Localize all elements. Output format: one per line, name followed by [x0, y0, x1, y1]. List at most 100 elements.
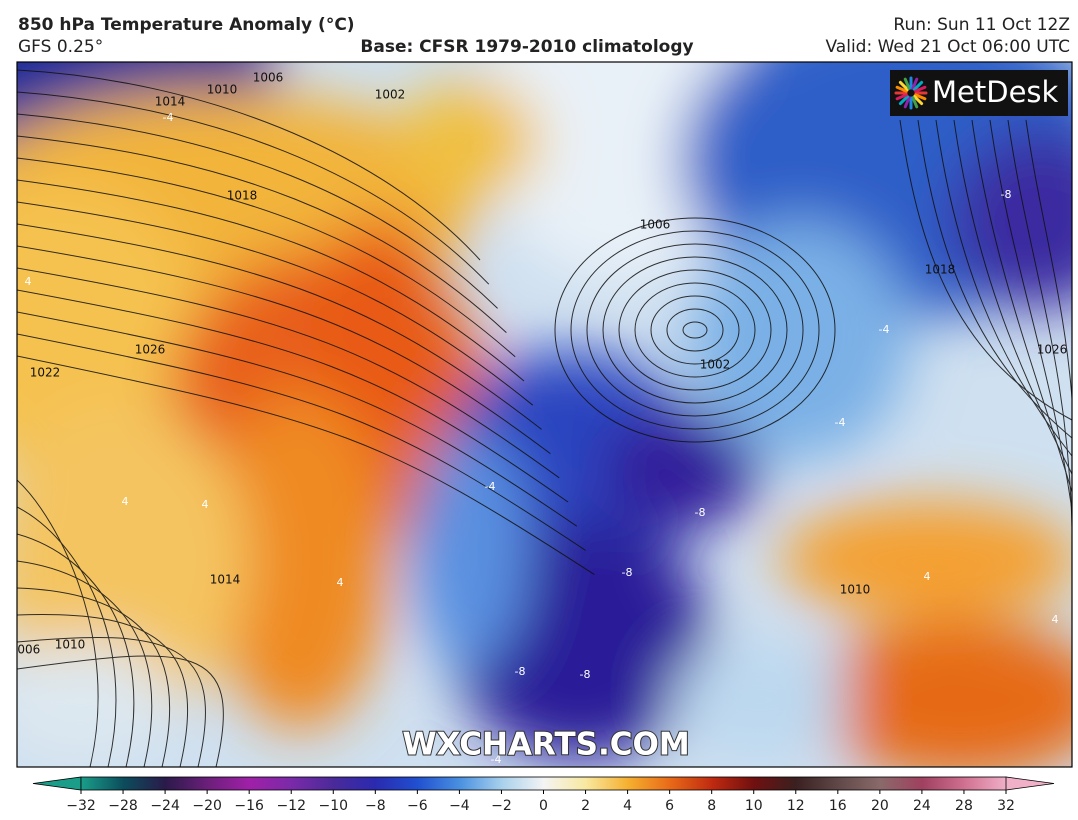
anomaly-label: 4: [337, 576, 344, 589]
logo-icon: [894, 76, 928, 110]
colorbar-segment: [375, 777, 418, 790]
isobars: [17, 69, 1072, 767]
isobar: [17, 655, 224, 767]
colorbar-tick-label: 2: [581, 798, 590, 814]
colorbar-segment: [669, 777, 713, 790]
anomaly-label: -8: [515, 665, 526, 678]
colorbar-tick-label: −2: [491, 798, 512, 814]
anomaly-label: -4: [491, 753, 502, 766]
anomaly-label: 4: [25, 275, 32, 288]
colorbar-segment: [81, 777, 124, 790]
run: Run: Sun 11 Oct 12Z: [893, 15, 1070, 35]
anomaly-blob: [400, 80, 540, 200]
map-labels: 1006 1010 1014 1002 1018 1026 1022 1014 1010 1006…: [17, 71, 1068, 767]
model: GFS 0.25°: [18, 37, 103, 57]
anomaly-label: -4: [879, 323, 890, 336]
colorbar-tick-label: −12: [276, 798, 306, 814]
colorbar-tick-label: 0: [539, 798, 548, 814]
isobar: [971, 119, 1072, 493]
isobar: [17, 614, 189, 767]
colorbar-segment: [249, 777, 292, 790]
colorbar-segment: [207, 777, 250, 790]
anomaly-label: 4: [924, 570, 931, 583]
logo-ray: [895, 93, 908, 101]
colorbar-tick-label: 20: [871, 798, 889, 814]
logo-ray: [903, 96, 911, 109]
isobar: [953, 119, 1072, 475]
isobar-label: 1002: [700, 358, 731, 372]
anomaly-blob: [780, 500, 1072, 620]
isobar: [17, 636, 206, 767]
anomaly-label: -4: [835, 416, 846, 429]
isobar: [586, 243, 804, 417]
colorbar-segment: [543, 777, 587, 790]
anomaly-blob: [690, 220, 910, 460]
anomaly-blob: [950, 130, 1072, 310]
isobar-label: 1010: [207, 83, 238, 97]
colorbar-segment: [165, 777, 208, 790]
colorbar-tick-label: 28: [955, 798, 973, 814]
isobar: [682, 321, 708, 339]
isobar-label: 1002: [375, 88, 406, 102]
logo-ray: [913, 80, 924, 91]
anomaly-field: [17, 62, 1072, 767]
isobar-label: 1022: [30, 366, 61, 380]
isobar: [17, 69, 481, 261]
colorbar-segment: [501, 777, 544, 790]
anomaly-label: -8: [1001, 188, 1012, 201]
title: 850 hPa Temperature Anomaly (°C): [18, 15, 355, 35]
colorbar-tick-label: −8: [365, 798, 386, 814]
anomaly-label: -4: [163, 111, 174, 124]
isobar-label: 1018: [227, 189, 258, 203]
colorbar-segment: [963, 777, 1007, 790]
isobar: [17, 223, 542, 430]
isobar: [650, 295, 740, 365]
isobar: [17, 135, 507, 333]
colorbar-end-high: [1005, 776, 1055, 791]
isobar: [17, 157, 516, 358]
logo-ray: [914, 85, 927, 93]
map: 1006 1010 1014 1002 1018 1026 1022 1014 1010 1006…: [17, 62, 1072, 767]
isobar: [17, 355, 595, 576]
isobar: [17, 245, 551, 455]
colorbar-tick-label: 12: [787, 798, 805, 814]
watermark: WXCHARTS.COM: [402, 727, 689, 763]
colorbar-segment: [123, 777, 166, 790]
isobar: [17, 311, 578, 527]
anomaly-blob: [810, 620, 1072, 767]
colorbar-tick-label: −4: [449, 798, 470, 814]
isobar: [17, 533, 135, 767]
isobar: [17, 289, 569, 503]
isobar: [1025, 119, 1072, 546]
colorbar-end-low: [32, 776, 82, 791]
base: Base: CFSR 1979-2010 climatology: [360, 37, 693, 57]
isobar: [570, 230, 820, 430]
colorbar-tick-label: −16: [234, 798, 264, 814]
isobar: [17, 267, 560, 479]
isobar: [899, 119, 1072, 421]
colorbar-segment: [753, 777, 797, 790]
colorbar-tick-label: −6: [407, 798, 428, 814]
isobar-label: 1010: [55, 638, 86, 652]
logo: MetDesk: [890, 70, 1068, 116]
anomaly-label: 4: [122, 495, 129, 508]
colorbar-segment: [711, 777, 755, 790]
logo-ray: [911, 96, 919, 109]
isobar: [666, 308, 724, 352]
colorbar-segment: [921, 777, 965, 790]
isobar: [554, 217, 836, 443]
colorbar-segment: [585, 777, 629, 790]
anomaly-label: -8: [580, 668, 591, 681]
isobar-label: 1014: [155, 95, 186, 109]
logo-ray: [914, 93, 927, 101]
colorbar-tick-label: 6: [665, 798, 674, 814]
colorbar-segment: [837, 777, 881, 790]
colorbar-tick-label: 8: [707, 798, 716, 814]
colorbar-tick-label: −32: [66, 798, 96, 814]
colorbar-segment: [627, 777, 671, 790]
anomaly-label: 4: [1052, 613, 1059, 626]
isobar: [602, 256, 788, 404]
isobar-label: 1026: [1037, 343, 1068, 357]
isobar: [17, 179, 525, 382]
logo-ray: [903, 77, 911, 90]
